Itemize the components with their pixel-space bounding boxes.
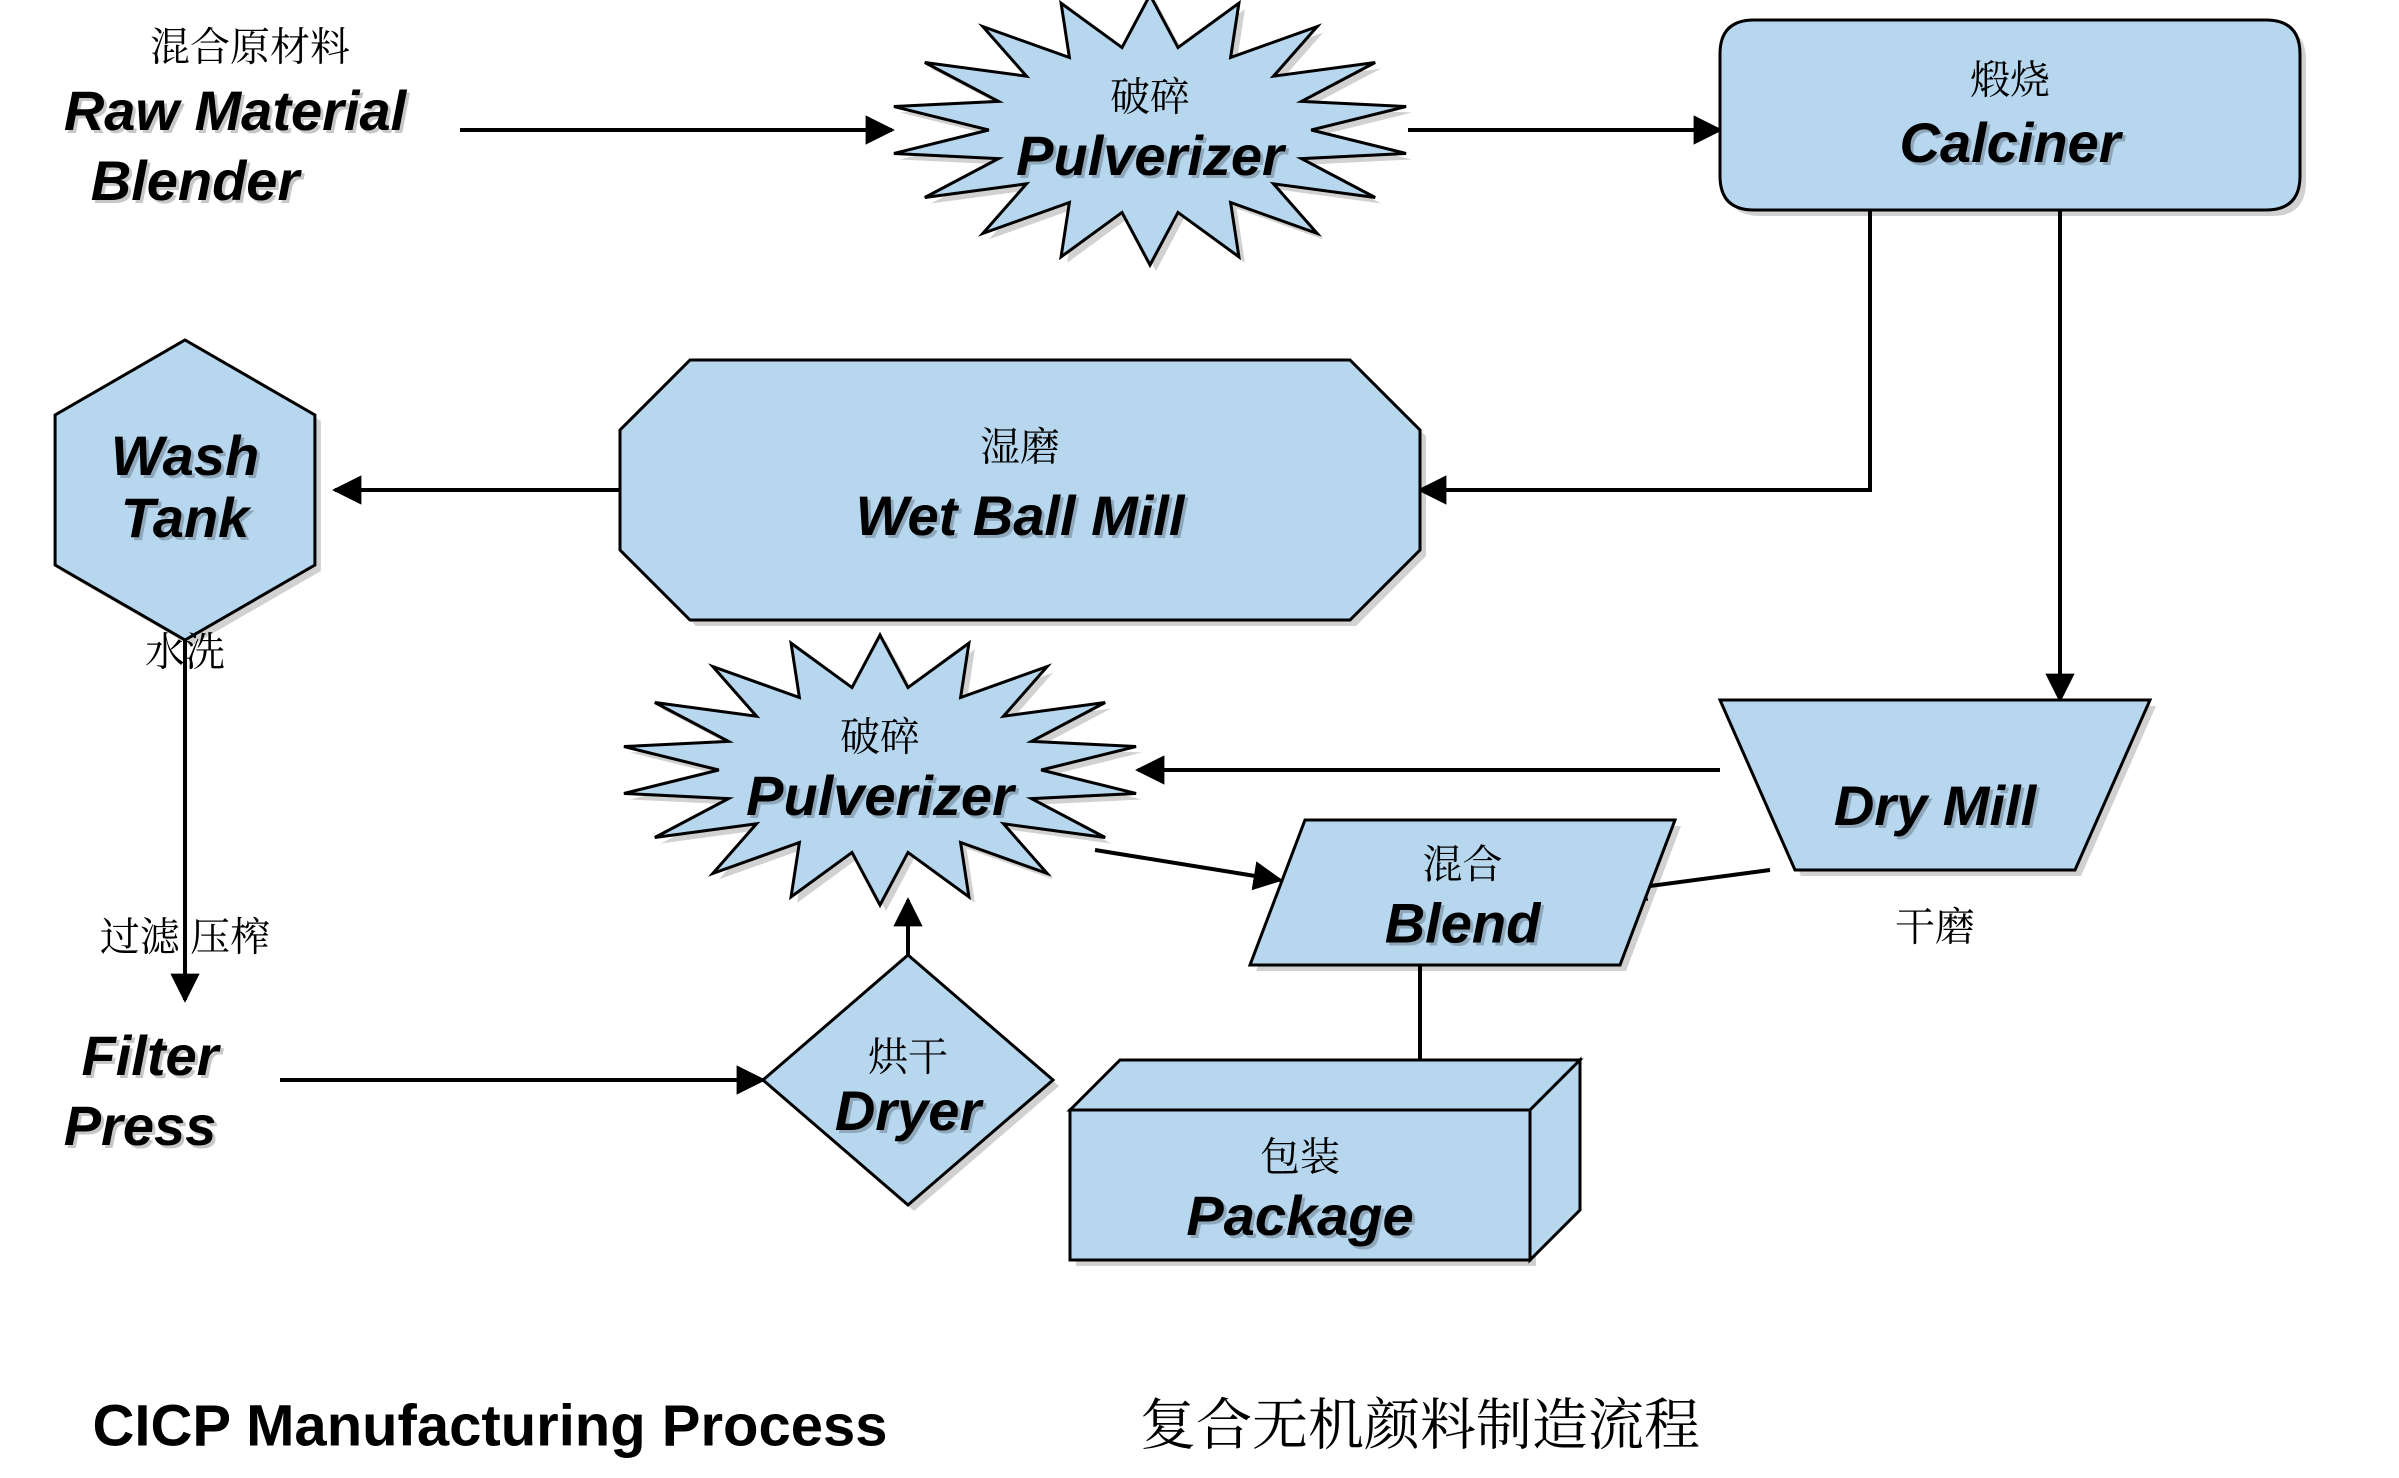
svg-text:Tank: Tank [121, 486, 252, 549]
node-pulv2: 破碎PulverizerPulverizer [624, 635, 1142, 911]
svg-text:Wash: Wash [111, 424, 259, 487]
svg-text:Dry Mill: Dry Mill [1834, 774, 2038, 837]
node-calciner: 煅烧CalcinerCalciner [1720, 20, 2306, 216]
node-pulv1: 破碎PulverizerPulverizer [894, 0, 1412, 271]
svg-text:包装: 包装 [1260, 1125, 1340, 1182]
svg-text:干磨: 干磨 [1895, 895, 1975, 952]
node-blend: 混合BlendBlend [1250, 820, 1681, 971]
svg-text:破碎: 破碎 [1110, 65, 1190, 122]
svg-text:Calciner: Calciner [1900, 111, 2124, 174]
svg-text:Raw Material: Raw Material [64, 79, 408, 142]
svg-text:混合原材料: 混合原材料 [150, 15, 350, 72]
node-raw: 混合原材料Raw MaterialRaw MaterialBlenderBlen… [64, 15, 411, 215]
svg-text:Package: Package [1186, 1184, 1413, 1247]
svg-text:过滤 压榨: 过滤 压榨 [100, 905, 270, 962]
diagram-title: CICP Manufacturing Process 复合无机颜料制造流程 [92, 1381, 1700, 1461]
svg-text:湿磨: 湿磨 [980, 415, 1060, 472]
svg-text:Filter: Filter [82, 1024, 222, 1087]
svg-text:破碎: 破碎 [840, 705, 920, 762]
node-dryer: 烘干DryerDryer [763, 955, 1059, 1211]
svg-text:Pulverizer: Pulverizer [746, 764, 1017, 827]
svg-text:Wet Ball Mill: Wet Ball Mill [856, 484, 1186, 547]
svg-text:Pulverizer: Pulverizer [1016, 124, 1287, 187]
svg-text:煅烧: 煅烧 [1970, 48, 2050, 105]
nodes-layer: 混合原材料Raw MaterialRaw MaterialBlenderBlen… [55, 0, 2306, 1266]
svg-text:Blend: Blend [1385, 891, 1542, 954]
svg-text:CICP Manufacturing Process: CICP Manufacturing Process [92, 1393, 887, 1458]
svg-text:烘干: 烘干 [868, 1025, 948, 1082]
node-washtank: WashWashTankTank [55, 340, 321, 646]
node-package: 包装PackagePackage [1070, 1060, 1580, 1266]
node-wetmill: 湿磨Wet Ball MillWet Ball Mill [620, 360, 1426, 626]
svg-text:Blender: Blender [91, 149, 303, 212]
node-drymill: Dry MillDry Mill [1720, 700, 2156, 876]
svg-text:Press: Press [64, 1094, 217, 1157]
svg-text:复合无机颜料制造流程: 复合无机颜料制造流程 [1140, 1381, 1700, 1461]
node-filterpress: FilterFilterPressPress [64, 1024, 225, 1160]
edge-pulv2-blend [1095, 850, 1280, 880]
svg-text:混合: 混合 [1423, 833, 1503, 890]
svg-text:水洗: 水洗 [145, 620, 225, 677]
edge-calciner-wetmill [1420, 210, 1870, 490]
svg-text:Dryer: Dryer [835, 1079, 985, 1142]
